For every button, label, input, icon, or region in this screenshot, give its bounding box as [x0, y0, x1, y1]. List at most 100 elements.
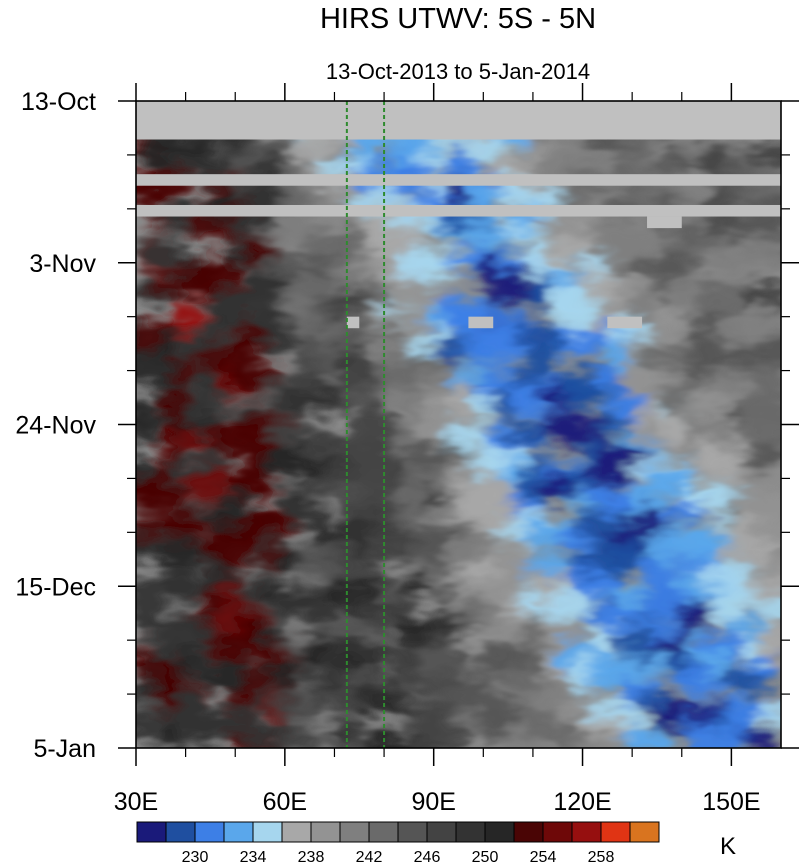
colorbar-unit-label: K	[720, 833, 736, 860]
field-cell	[579, 569, 622, 598]
colorbar-tick-label: 246	[414, 849, 441, 863]
missing-data-band	[468, 316, 494, 329]
field-cell	[745, 336, 781, 367]
field-cell	[183, 390, 232, 425]
missing-data-bands	[136, 101, 781, 329]
field-cell	[234, 478, 281, 497]
field-cell	[718, 533, 780, 563]
colorbar-swatch	[368, 821, 399, 843]
field-cell	[586, 604, 658, 630]
field-cell	[352, 406, 399, 444]
field-cell	[758, 598, 781, 624]
colorbar-swatch	[223, 821, 254, 843]
field-cell	[408, 719, 470, 748]
colorbar-tick-label: 254	[530, 849, 557, 863]
field-cell	[276, 588, 338, 625]
x-tick-label: 30E	[114, 788, 158, 816]
missing-data-band	[346, 316, 360, 329]
colorbar-swatch	[542, 821, 573, 843]
reference-lines	[345, 101, 386, 748]
y-tick-label: 5-Jan	[33, 735, 96, 763]
y-tick-label: 3-Nov	[29, 250, 96, 278]
y-tick-label: 13-Oct	[21, 88, 96, 116]
colorbar-tick-label: 258	[588, 849, 615, 863]
field-cell	[737, 728, 781, 748]
colorbar-swatch	[426, 821, 457, 843]
missing-data-band	[136, 174, 781, 186]
field-cell	[140, 240, 183, 273]
field-cell	[279, 728, 325, 748]
missing-data-band	[136, 204, 781, 217]
field-cell	[727, 615, 766, 635]
field-cell	[464, 183, 504, 212]
field-cell	[474, 643, 541, 675]
chart-title: HIRS UTWV: 5S - 5N	[320, 3, 596, 35]
field-cell	[740, 416, 781, 452]
field-cell	[661, 501, 709, 523]
x-tick-label: 150E	[702, 788, 760, 816]
missing-data-band	[647, 216, 682, 229]
field-cell	[498, 666, 558, 695]
field-cell	[695, 448, 750, 480]
field-cell	[750, 305, 781, 340]
field-cell	[573, 719, 631, 738]
chart-subtitle: 13-Oct-2013 to 5-Jan-2014	[326, 59, 590, 84]
field-cell	[477, 602, 510, 622]
field-cell	[293, 506, 333, 533]
field-cell	[562, 383, 601, 410]
missing-data-band	[607, 316, 643, 329]
field-cell	[737, 491, 781, 517]
field-cell	[306, 386, 350, 415]
field-cell	[162, 510, 210, 541]
colorbar-swatch	[310, 821, 341, 843]
field-cell	[626, 728, 673, 748]
field-cell	[744, 659, 780, 679]
y-tick-label: 24-Nov	[15, 412, 96, 440]
colorbar-tick-label: 250	[472, 849, 499, 863]
field-cell	[641, 464, 697, 497]
field-cell	[756, 625, 781, 662]
x-tick-label: 60E	[263, 788, 307, 816]
field-cell	[697, 649, 735, 676]
field-cell	[600, 655, 652, 680]
colorbar-swatch	[252, 821, 283, 843]
field-cell	[331, 286, 370, 321]
field-cell	[743, 282, 781, 314]
colorbar-swatch	[136, 821, 167, 843]
y-axis: 13-Oct 3-Nov 24-Nov 15-Dec 5-Jan	[15, 88, 799, 763]
colorbar-swatch	[484, 821, 515, 843]
colorbar-swatch	[281, 821, 312, 843]
colorbar-swatch	[165, 821, 196, 843]
colorbar-swatch	[513, 821, 544, 843]
field-cell	[746, 445, 781, 467]
x-axis: 30E 60E 90E 120E 150E	[114, 83, 761, 816]
field-cell	[738, 239, 781, 273]
field-cell	[748, 511, 781, 541]
colorbar-tick-label: 238	[298, 849, 325, 863]
colorbar-swatch	[397, 821, 428, 843]
field-cell	[748, 559, 781, 581]
field-cell	[187, 418, 223, 438]
field-cell	[466, 139, 509, 163]
colorbar-swatch	[571, 821, 602, 843]
colorbar: 230 234 238 242 246 250 254 258	[136, 821, 660, 863]
field-cell	[755, 705, 781, 727]
field-cell	[747, 364, 781, 400]
field-cell	[722, 213, 781, 244]
x-tick-label: 90E	[411, 788, 455, 816]
colorbar-swatch	[339, 821, 370, 843]
colorbar-swatch	[194, 821, 225, 843]
x-tick-label: 120E	[553, 788, 611, 816]
field-cell	[136, 414, 159, 444]
field-cell	[415, 645, 461, 683]
plot-area	[136, 101, 781, 748]
field-cell	[478, 715, 514, 743]
field-cell	[172, 304, 206, 337]
y-tick-label: 15-Dec	[15, 573, 96, 601]
colorbar-swatch	[629, 821, 660, 843]
colorbar-tick-label: 242	[356, 849, 383, 863]
field-cell	[743, 580, 781, 600]
field-cell	[491, 536, 528, 572]
field-cell	[696, 563, 766, 589]
